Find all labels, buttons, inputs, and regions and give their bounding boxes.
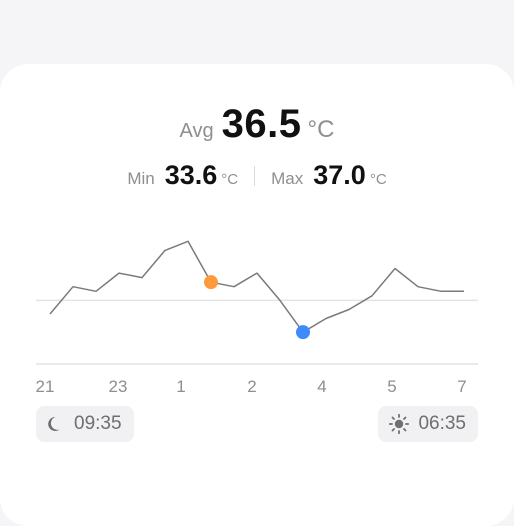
x-tick-label: 2: [247, 377, 256, 396]
max-point-marker: [204, 275, 218, 290]
min-unit: °C: [221, 171, 239, 188]
sleep-end-badge: 06:35: [378, 406, 478, 442]
max-unit: °C: [369, 171, 387, 188]
avg-unit: °C: [307, 116, 335, 143]
max-value: 37.0: [313, 160, 366, 190]
min-value: 33.6: [164, 160, 218, 190]
x-tick-label: 5: [387, 377, 396, 396]
x-tick-label: 7: [457, 377, 466, 396]
temperature-line-chart: 21 23 1 2 4 5 7: [36, 240, 478, 396]
min-point-marker: [296, 325, 310, 340]
x-tick-label: 1: [176, 377, 185, 396]
average-temperature: Avg 36.5 °C: [0, 102, 514, 147]
min-max-row: Min 33.6 °C Max 37.0 °C: [0, 160, 514, 191]
moon-icon: [48, 416, 60, 431]
temperature-card: Avg 36.5 °C Min 33.6 °C Max 37.0 °C 21 23 1 2 4 5 7 0…: [0, 64, 514, 526]
max-label: Max: [271, 169, 304, 188]
sleep-end-time: 06:35: [418, 413, 466, 434]
min-max-divider: [254, 166, 256, 186]
sleep-start-badge: 09:35: [36, 406, 134, 442]
temperature-series-line: [49, 240, 464, 333]
avg-value: 36.5: [221, 102, 302, 146]
x-tick-label: 4: [317, 377, 326, 396]
sun-icon: [389, 413, 410, 435]
sleep-start-time: 09:35: [74, 413, 122, 434]
min-label: Min: [127, 169, 155, 188]
avg-label: Avg: [179, 120, 214, 142]
x-tick-label: 23: [109, 377, 128, 396]
x-tick-label: 21: [36, 377, 55, 396]
